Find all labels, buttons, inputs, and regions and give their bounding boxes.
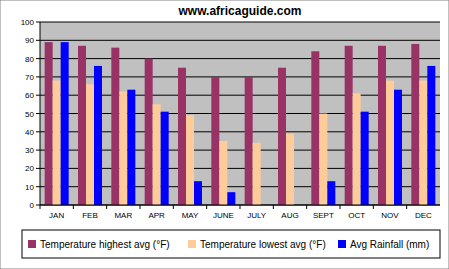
tick-label: 80 xyxy=(25,55,34,64)
background xyxy=(0,0,449,269)
bar xyxy=(227,192,235,205)
x-tick xyxy=(340,205,341,209)
category-label: JUNE xyxy=(213,211,234,220)
bar xyxy=(45,42,53,205)
x-tick xyxy=(273,205,274,209)
bar xyxy=(245,77,253,205)
tick-label: 0 xyxy=(30,201,35,210)
category-label: NOV xyxy=(381,211,399,220)
bar xyxy=(278,68,286,205)
tick-mark xyxy=(36,113,40,114)
grid-line xyxy=(40,40,440,41)
tick-mark xyxy=(36,76,40,77)
bar xyxy=(94,66,102,205)
bar xyxy=(353,93,361,205)
x-tick xyxy=(40,205,41,209)
y-axis xyxy=(40,22,41,205)
category-label: OCT xyxy=(348,211,365,220)
bar xyxy=(161,112,169,205)
bar xyxy=(427,66,435,205)
bar xyxy=(78,46,86,205)
category-label: FEB xyxy=(82,211,98,220)
tick-label: 60 xyxy=(25,91,34,100)
bar xyxy=(411,44,419,205)
x-tick xyxy=(373,205,374,209)
tick-mark xyxy=(36,95,40,96)
x-tick xyxy=(73,205,74,209)
tick-label: 90 xyxy=(25,36,34,45)
tick-label: 40 xyxy=(25,128,34,137)
bar xyxy=(127,90,135,205)
category-label: AUG xyxy=(281,211,298,220)
tick-mark xyxy=(36,22,40,23)
plot-area xyxy=(40,22,440,205)
legend-swatch xyxy=(28,240,36,248)
bar xyxy=(119,92,127,205)
bar xyxy=(386,81,394,205)
bar xyxy=(86,84,94,205)
tick-mark xyxy=(36,150,40,151)
bar xyxy=(211,77,219,205)
legend xyxy=(22,230,440,258)
x-tick xyxy=(406,205,407,209)
x-tick xyxy=(206,205,207,209)
category-label: JAN xyxy=(49,211,64,220)
x-tick xyxy=(106,205,107,209)
legend-swatch xyxy=(188,240,196,248)
tick-label: 20 xyxy=(25,164,34,173)
x-tick xyxy=(240,205,241,209)
tick-mark xyxy=(36,186,40,187)
x-tick xyxy=(140,205,141,209)
category-label: MAR xyxy=(114,211,132,220)
bar xyxy=(394,90,402,205)
tick-label: 100 xyxy=(21,18,35,27)
bar xyxy=(153,104,161,205)
tick-mark xyxy=(36,58,40,59)
bar xyxy=(186,115,194,205)
bar xyxy=(61,42,69,205)
category-label: MAY xyxy=(182,211,199,220)
bar xyxy=(345,46,353,205)
legend-swatch xyxy=(338,240,346,248)
tick-mark xyxy=(36,131,40,132)
tick-label: 70 xyxy=(25,73,34,82)
bar xyxy=(194,181,202,205)
category-label: APR xyxy=(148,211,165,220)
bar xyxy=(286,134,294,205)
grid-line xyxy=(40,22,440,23)
bar xyxy=(378,46,386,205)
tick-label: 10 xyxy=(25,183,34,192)
tick-label: 50 xyxy=(25,110,34,119)
bar xyxy=(361,112,369,205)
bar xyxy=(219,141,227,205)
tick-mark xyxy=(36,40,40,41)
bar xyxy=(253,143,261,205)
legend-label: Temperature lowest avg (°F) xyxy=(200,239,326,250)
x-tick xyxy=(306,205,307,209)
bar xyxy=(319,114,327,206)
category-label: DEC xyxy=(415,211,432,220)
legend-label: Avg Rainfall (mm) xyxy=(350,239,429,250)
bar xyxy=(53,81,61,205)
x-tick xyxy=(173,205,174,209)
tick-label: 30 xyxy=(25,146,34,155)
category-label: SEPT xyxy=(313,211,334,220)
chart: www.africaguide.com 0 10 20 30 40 50 60 70 80 90 10… xyxy=(0,0,449,269)
bar xyxy=(327,181,335,205)
bar xyxy=(111,48,119,205)
bars xyxy=(45,42,436,205)
tick-mark xyxy=(36,205,40,206)
legend-label: Temperature highest avg (°F) xyxy=(40,239,170,250)
bar xyxy=(419,81,427,205)
title: www.africaguide.com xyxy=(178,4,302,18)
bar xyxy=(311,51,319,205)
category-label: JULY xyxy=(247,211,267,220)
bar xyxy=(145,59,153,205)
tick-mark xyxy=(36,168,40,169)
bar xyxy=(178,68,186,205)
